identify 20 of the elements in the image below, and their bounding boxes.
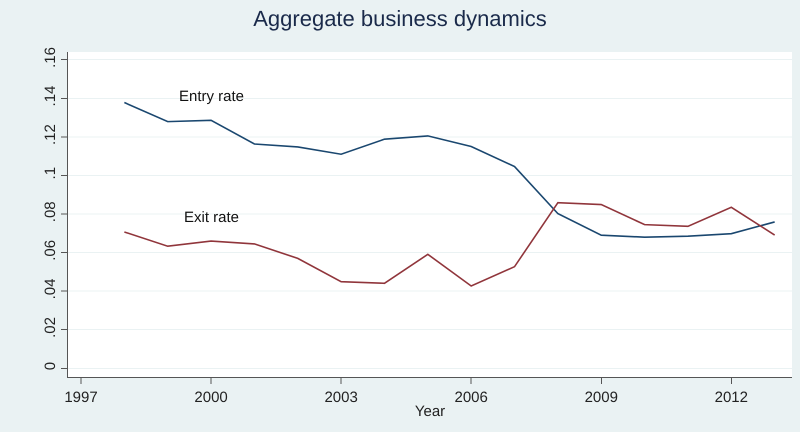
- series-label: Exit rate: [184, 209, 240, 226]
- x-tick-label: 2009: [584, 389, 618, 406]
- y-tick-label: .16: [42, 47, 59, 68]
- y-tick-label: .12: [42, 124, 59, 146]
- y-tick-label: .1: [42, 166, 59, 180]
- x-tick-label: 2012: [714, 389, 748, 406]
- y-tick-label: 0: [42, 362, 59, 370]
- x-tick-label: 2006: [454, 389, 488, 406]
- y-tick-label: .02: [42, 317, 59, 338]
- y-tick-label: .14: [42, 86, 59, 106]
- y-tick-label: .06: [42, 240, 59, 261]
- x-tick-label: 1997: [64, 389, 98, 406]
- y-tick-label: .04: [42, 278, 59, 300]
- x-tick-label: 2000: [194, 389, 228, 406]
- chart-title: Aggregate business dynamics: [253, 6, 547, 32]
- x-tick-label: 2003: [324, 389, 358, 406]
- y-tick-label: .08: [42, 201, 59, 222]
- x-axis-title: Year: [414, 403, 446, 420]
- series-label: Entry rate: [179, 88, 244, 105]
- line-series: [124, 202, 776, 287]
